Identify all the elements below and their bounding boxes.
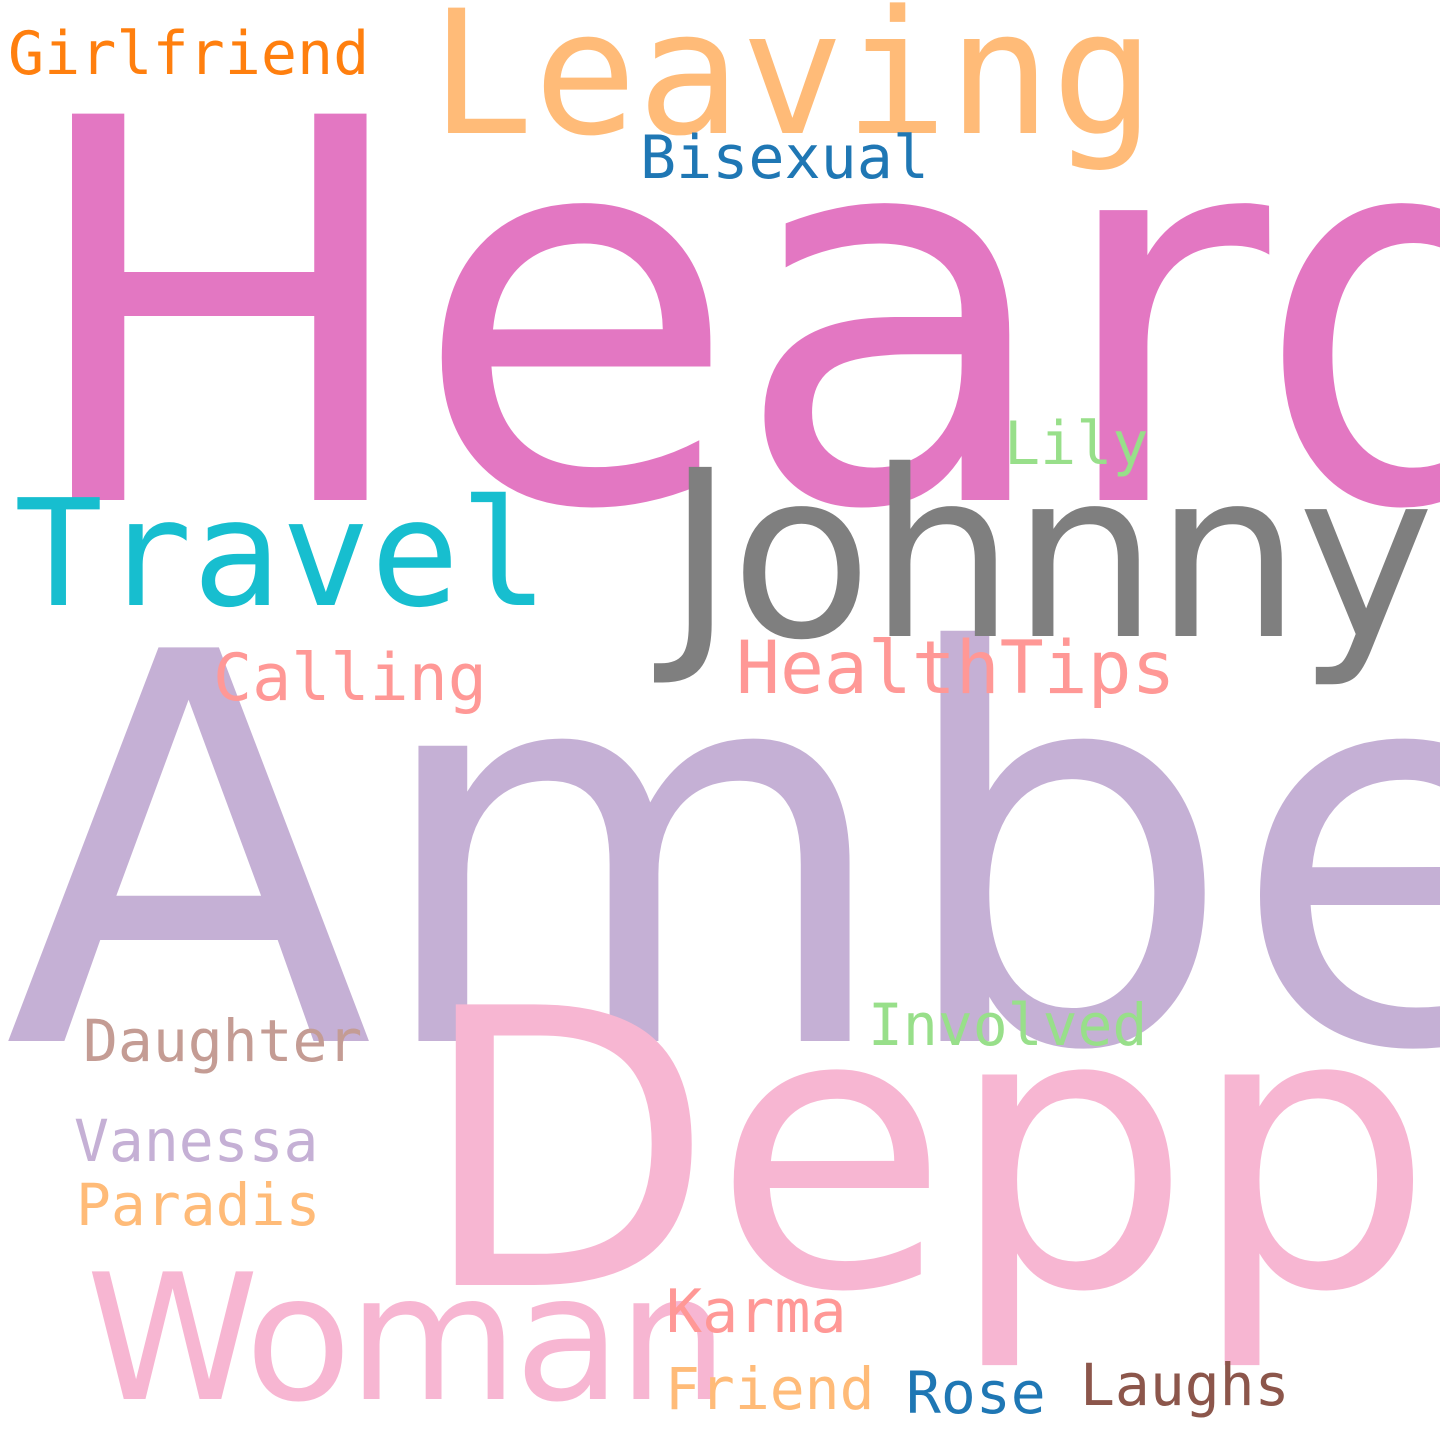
word-leaving: Leaving: [430, 0, 1155, 174]
word-healthtips: HealthTips: [736, 626, 1176, 711]
word-woman: Woman: [86, 1238, 728, 1440]
word-johnny: Johnny: [666, 421, 1435, 691]
word-rose: Rose: [906, 1359, 1046, 1427]
word-vanessa: Vanessa: [74, 1107, 319, 1175]
word-friend: Friend: [665, 1355, 875, 1423]
word-daughter: Daughter: [83, 1007, 363, 1075]
word-paradis: Paradis: [76, 1171, 321, 1239]
word-depp: Depp: [418, 928, 1434, 1376]
word-travel: Travel: [14, 468, 549, 640]
word-girlfriend: Girlfriend: [8, 19, 370, 89]
word-heard: Heard: [20, 8, 1440, 625]
word-amber: Amber: [4, 541, 1440, 1169]
word-laughs: Laughs: [1080, 1351, 1290, 1419]
word-involved: Involved: [868, 991, 1148, 1059]
word-calling: Calling: [213, 641, 487, 716]
word-lily: Lily: [1004, 409, 1149, 479]
word-karma: Karma: [666, 1277, 847, 1347]
word-bisexual: Bisexual: [640, 123, 929, 193]
